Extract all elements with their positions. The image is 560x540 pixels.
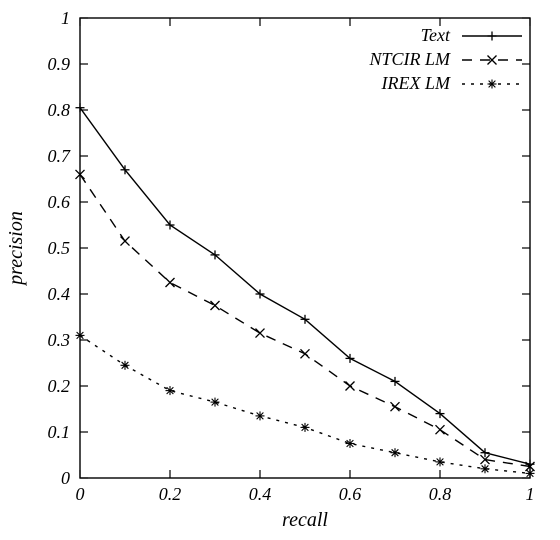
y-tick-label: 0 [61,468,70,488]
series-0 [76,103,535,469]
y-tick-label: 0.1 [48,422,71,442]
y-tick-label: 0.4 [48,284,71,304]
x-axis-label: recall [282,509,328,531]
y-tick-label: 0.5 [48,238,71,258]
legend-label-0: Text [421,25,451,45]
y-axis-label: precision [5,211,27,287]
legend-label-1: NTCIR LM [368,49,451,69]
x-tick-label: 1 [526,484,535,504]
x-tick-label: 0.8 [429,484,452,504]
x-tick-label: 0.4 [249,484,272,504]
y-tick-label: 0.2 [48,376,71,396]
series-line [80,108,530,465]
x-tick-label: 0.6 [339,484,362,504]
y-tick-label: 0.3 [48,330,71,350]
y-tick-label: 0.7 [48,146,72,166]
y-tick-label: 0.9 [48,54,71,74]
precision-recall-chart: 0 0.2 0.4 0.6 0.8 1 0 0.1 0.2 0.3 0.4 0.5 0.6 0.7 0.8 0… [0,0,560,540]
series-line [80,335,530,473]
x-tick-label: 0 [76,484,85,504]
legend-label-2: IREX LM [381,73,451,93]
y-tick-label: 0.8 [48,100,71,120]
x-tick-label: 0.2 [159,484,182,504]
y-tick-label: 1 [61,8,70,28]
plot-frame [80,18,530,478]
y-tick-label: 0.6 [48,192,71,212]
